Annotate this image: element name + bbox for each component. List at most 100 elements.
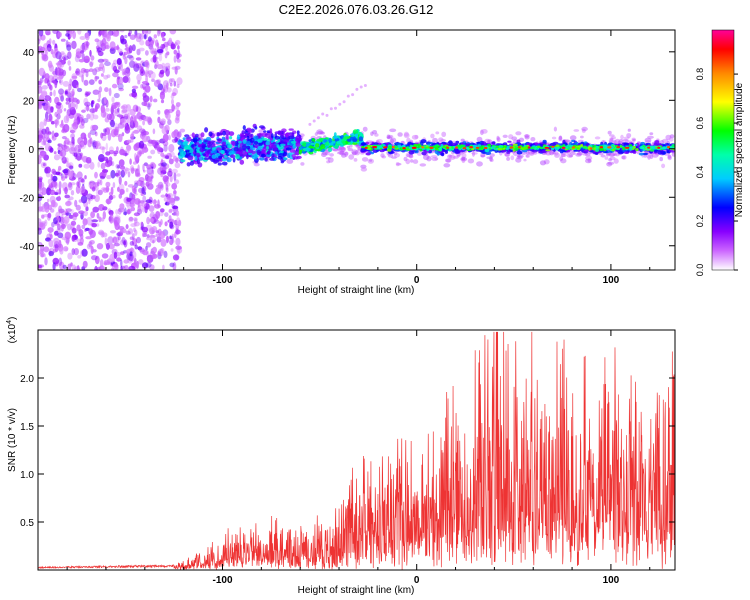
spectrogram-cell xyxy=(426,146,430,149)
spectrogram-cell xyxy=(133,212,140,217)
spectrogram-cell xyxy=(105,151,111,156)
spectrogram-cell xyxy=(113,251,118,259)
spectrogram-cell xyxy=(558,135,563,141)
spectrogram-cell xyxy=(172,262,177,270)
spectrogram-cell xyxy=(66,44,72,51)
spectrogram-cell xyxy=(157,116,161,124)
spectrogram-cell xyxy=(585,146,588,150)
spectrogram-cell xyxy=(164,62,171,68)
spectrogram-cell xyxy=(44,219,48,227)
spectrogram-cell xyxy=(75,100,78,110)
spectrogram-cell xyxy=(59,92,64,99)
spectrogram-cell xyxy=(109,47,116,54)
spectrogram-cell xyxy=(70,220,77,226)
spectrogram-cell xyxy=(646,153,652,159)
spectrogram-cell xyxy=(157,110,161,115)
spectrogram-cell xyxy=(98,216,102,223)
spectrogram-cell xyxy=(73,248,80,256)
spectrogram-cell xyxy=(57,143,63,147)
spectrogram-cell xyxy=(177,45,180,50)
spectrogram-cell xyxy=(256,149,262,155)
spectrogram-cell xyxy=(391,156,397,159)
spectrogram-cell xyxy=(406,146,410,150)
spectrogram-cell xyxy=(164,212,169,218)
spectrogram-cell xyxy=(155,233,159,237)
spectrogram-cell xyxy=(40,140,46,146)
spectrogram-cell xyxy=(166,51,170,56)
spectrogram-cell xyxy=(516,150,523,155)
spectrogram-cell xyxy=(109,216,114,224)
spectrogram-cell xyxy=(47,139,52,144)
spectrogram-cell xyxy=(305,147,311,152)
spectrogram-cell xyxy=(115,101,119,106)
spectrogram-cell xyxy=(126,66,131,74)
spectrogram-cell xyxy=(334,144,339,149)
spectrogram-cell xyxy=(334,106,337,110)
spectrogram-cell xyxy=(265,146,270,150)
spectrogram-cell xyxy=(82,218,88,226)
spectrogram-cell xyxy=(208,155,213,160)
spectrogram-cell xyxy=(38,133,44,140)
spectrogram-cell xyxy=(242,139,247,144)
spectrogram-cell xyxy=(60,53,67,57)
spectrogram-cell xyxy=(543,159,550,165)
spectrogram-cell xyxy=(55,67,62,76)
spectrogram-cell xyxy=(137,164,140,173)
spectrogram-cell xyxy=(169,82,173,87)
spectrogram-cell xyxy=(176,83,180,89)
spectrogram-cell xyxy=(77,87,83,93)
spectrogram-cell xyxy=(126,54,134,59)
spectrogram-cell xyxy=(349,144,353,148)
spectrogram-cell xyxy=(629,146,634,149)
spectrogram-cell xyxy=(41,214,45,219)
spectrogram-cell xyxy=(449,154,456,160)
spectrogram-cell xyxy=(168,197,175,203)
spectrogram-cell xyxy=(168,158,174,165)
spectrogram-cell xyxy=(89,112,95,121)
spectrogram-cell xyxy=(90,245,94,255)
spectrogram-cell xyxy=(647,146,651,149)
y-tick-label: 0 xyxy=(28,145,34,156)
spectrogram-cell xyxy=(89,161,95,170)
spectrogram-cell xyxy=(162,37,166,42)
spectrogram-cell xyxy=(64,186,68,195)
spectrogram-cell xyxy=(81,248,88,257)
spectrogram-cell xyxy=(358,136,364,142)
spectrogram-cell xyxy=(72,212,79,218)
spectrogram-cell xyxy=(165,155,169,160)
spectrogram-cell xyxy=(167,119,172,126)
spectrogram-cell xyxy=(623,136,630,140)
spectrogram-cell xyxy=(329,153,334,157)
spectrogram-cell xyxy=(203,157,210,161)
spectrogram-cell xyxy=(609,156,616,161)
spectrogram-cell xyxy=(112,263,119,270)
spectrogram-cell xyxy=(127,76,131,84)
spectrogram-cell xyxy=(226,134,229,141)
spectrogram-cell xyxy=(294,151,300,156)
spectrogram-cell xyxy=(558,136,563,142)
spectrogram-cell xyxy=(138,47,145,52)
spectrogram-cell xyxy=(222,158,227,162)
spectrogram-cell xyxy=(65,212,72,216)
spectrogram-cell xyxy=(78,210,85,215)
spectrogram-cell xyxy=(580,135,584,139)
spectrogram-cell xyxy=(435,131,440,135)
spectrogram-cell xyxy=(141,135,148,143)
spectrogram-cell xyxy=(286,158,294,164)
spectrogram-cell xyxy=(352,142,358,145)
spectrogram-cell xyxy=(60,95,64,102)
spectrogram-cell xyxy=(57,146,62,151)
spectrogram-cell xyxy=(440,144,444,147)
spectrogram-cell xyxy=(419,148,423,152)
spectrogram-y-axis-label: Frequency (Hz) xyxy=(7,116,18,185)
spectrogram-cell xyxy=(649,154,654,159)
spectrogram-cell xyxy=(53,80,56,85)
spectrogram-cell xyxy=(264,157,268,162)
spectrogram-cell xyxy=(153,34,157,39)
spectrogram-cell xyxy=(122,168,127,176)
spectrogram-cell xyxy=(85,32,90,41)
spectrogram-cell xyxy=(130,167,135,174)
spectrogram-cell xyxy=(414,134,419,139)
spectrogram-cell xyxy=(38,38,41,45)
spectrogram-cell xyxy=(46,43,52,52)
